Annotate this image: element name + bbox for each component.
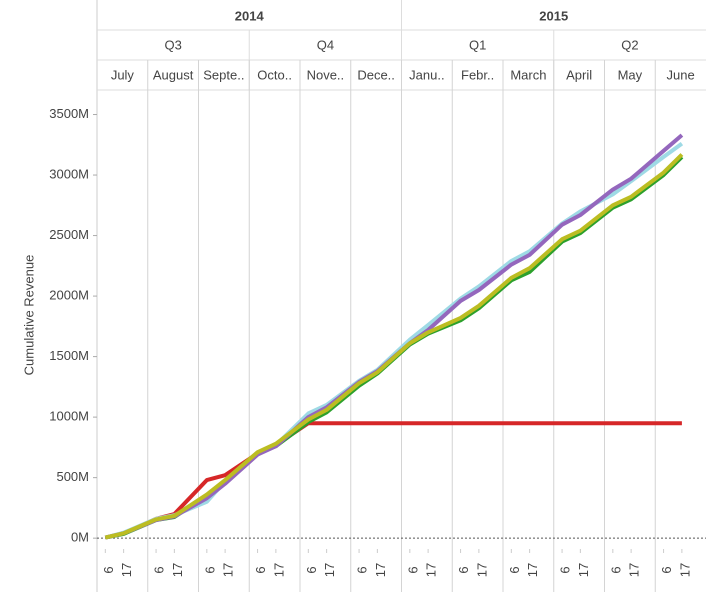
x-tick-label: 17 bbox=[221, 563, 236, 577]
y-tick-label: 1500M bbox=[49, 348, 89, 363]
x-tick-label: 6 bbox=[456, 566, 471, 573]
quarter-label: Q3 bbox=[164, 37, 181, 52]
year-label: 2015 bbox=[539, 8, 568, 23]
quarter-label: Q1 bbox=[469, 37, 486, 52]
y-tick-label: 0M bbox=[71, 530, 89, 545]
series-line bbox=[104, 155, 684, 540]
series-line bbox=[104, 133, 684, 540]
month-label: Septe.. bbox=[203, 67, 244, 82]
x-tick-label: 6 bbox=[304, 566, 319, 573]
x-tick-label: 6 bbox=[608, 566, 623, 573]
y-tick-label: 1000M bbox=[49, 409, 89, 424]
x-tick-label: 17 bbox=[119, 563, 134, 577]
x-tick-label: 6 bbox=[152, 566, 167, 573]
y-tick-label: 2500M bbox=[49, 227, 89, 242]
month-label: Dece.. bbox=[357, 67, 395, 82]
month-label: August bbox=[153, 67, 194, 82]
x-tick-label: 17 bbox=[424, 563, 439, 577]
x-tick-label: 17 bbox=[474, 563, 489, 577]
month-label: May bbox=[618, 67, 643, 82]
y-tick-label: 500M bbox=[56, 469, 89, 484]
y-tick-label: 3500M bbox=[49, 106, 89, 121]
quarter-label: Q4 bbox=[317, 37, 334, 52]
series-line bbox=[104, 153, 684, 540]
x-tick-label: 17 bbox=[576, 563, 591, 577]
x-tick-label: 17 bbox=[271, 563, 286, 577]
x-tick-label: 17 bbox=[627, 563, 642, 577]
month-label: June bbox=[667, 67, 695, 82]
x-tick-label: 6 bbox=[405, 566, 420, 573]
x-tick-label: 6 bbox=[659, 566, 674, 573]
y-tick-label: 2000M bbox=[49, 288, 89, 303]
x-tick-label: 17 bbox=[525, 563, 540, 577]
month-label: March bbox=[510, 67, 546, 82]
x-tick-label: 17 bbox=[322, 563, 337, 577]
month-label: July bbox=[111, 67, 135, 82]
x-tick-label: 6 bbox=[355, 566, 370, 573]
x-tick-label: 6 bbox=[253, 566, 268, 573]
x-tick-label: 6 bbox=[558, 566, 573, 573]
x-tick-label: 6 bbox=[507, 566, 522, 573]
y-tick-label: 3000M bbox=[49, 166, 89, 181]
month-label: April bbox=[566, 67, 592, 82]
x-tick-label: 6 bbox=[202, 566, 217, 573]
month-label: Octo.. bbox=[257, 67, 292, 82]
month-label: Janu.. bbox=[409, 67, 444, 82]
x-tick-label: 17 bbox=[677, 563, 692, 577]
x-tick-label: 17 bbox=[170, 563, 185, 577]
x-tick-label: 6 bbox=[101, 566, 116, 573]
series-line bbox=[104, 421, 682, 540]
month-label: Febr.. bbox=[461, 67, 494, 82]
year-label: 2014 bbox=[235, 8, 265, 23]
x-tick-label: 17 bbox=[373, 563, 388, 577]
y-axis-title: Cumulative Revenue bbox=[21, 255, 36, 376]
month-label: Nove.. bbox=[307, 67, 345, 82]
quarter-label: Q2 bbox=[621, 37, 638, 52]
